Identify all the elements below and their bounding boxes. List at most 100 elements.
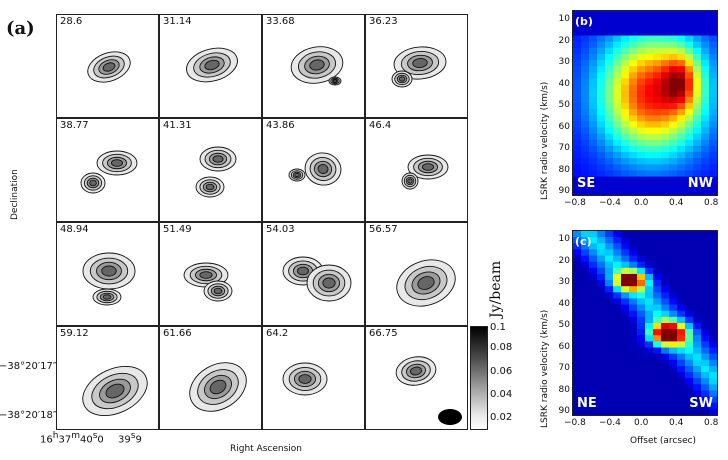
contour [213,287,223,295]
channel-map-grid: 28.6 31.14 33.68 36.23 38.77 41.31 43.86 46.4 48… [56,14,468,430]
contour-map [395,356,462,425]
beam-ellipse [438,409,462,425]
tick-label: 70 [558,143,570,153]
colorbar-tick: 0.06 [490,366,513,377]
tick-label: 90 [558,406,570,416]
contour-map [183,262,233,302]
contour-map [391,46,447,88]
tick-label: 30 [558,277,570,287]
tick-label: 10 [558,14,570,24]
contour [102,62,116,72]
contour [332,79,338,83]
contour [102,294,112,300]
panel-label-a: (a) [6,18,35,39]
contour [105,383,125,399]
panel-label-c: (c) [575,235,592,248]
tick-label: 60 [558,121,570,132]
contour [298,374,312,384]
contour-map [401,154,449,190]
tick-label: −0.4 [599,418,621,428]
colorbar-tick: 0.08 [490,342,513,353]
tick-label: −0.4 [599,198,621,208]
pv-c-right-label: SW [689,396,713,411]
tick-label: 20 [558,35,570,46]
contour [417,276,435,290]
contour [205,183,215,191]
velocity-label: 36.23 [369,16,398,27]
channel-map-cell: 43.86 [262,118,365,222]
velocity-label: 66.75 [369,328,398,339]
pv-c-image [573,231,717,415]
channel-map-cell: 28.6 [56,14,159,118]
tick-label: −0.8 [564,198,586,208]
channel-map-cell: 61.66 [159,326,262,430]
channel-map-cell: 38.77 [56,118,159,222]
channel-map-cell: 31.14 [159,14,262,118]
velocity-label: 54.03 [266,224,295,235]
channel-map-cell: 41.31 [159,118,262,222]
contour-map [288,152,342,186]
tick-label: 0.0 [634,418,649,428]
contour [309,59,325,71]
contour [398,76,406,82]
velocity-label: 33.68 [266,16,295,27]
colorbar-tick: 0.02 [490,412,513,423]
contour [322,277,336,289]
channel-map-cell: 59.12 [56,326,159,430]
tick-label: 60 [558,341,570,352]
tick-label: 10 [558,234,570,244]
pv-b-image [573,11,717,195]
pv-b-right-label: NW [687,176,713,191]
velocity-label: 64.2 [266,328,289,339]
velocity-label: 41.31 [163,120,192,131]
tick-label: 50 [558,100,570,110]
channel-map-cell: 54.03 [262,222,365,326]
colorbar-title: Jy/beam [488,260,504,318]
velocity-label: 28.6 [60,16,83,27]
colorbar-tick: 0.04 [490,389,513,400]
tick-label: 30 [558,57,570,67]
contour-map [189,362,247,412]
pv-diagram-c: (c) NE SW [572,230,718,416]
contour [110,159,124,167]
velocity-label: 48.94 [60,224,89,235]
channel-map-cell: 66.75 [365,326,468,430]
channel-map-cell: 33.68 [262,14,365,118]
pv-panel-c: LSRK radio velocity (km/s) 10 20 30 40 50 60 7… [534,228,728,460]
tick-label: 0.8 [704,418,719,428]
pv-b-ylabel: LSRK radio velocity (km/s) [540,81,550,200]
tick-label: 0.4 [669,418,684,428]
contour [199,271,213,279]
pv-b-left-label: SE [577,176,596,191]
pv-diagram-b: (b) SE NW [572,10,718,196]
contour [412,58,428,68]
channel-map-cell: 64.2 [262,326,365,430]
contour-map [186,47,238,83]
contour [209,379,227,395]
contour [296,266,310,276]
declination-axis-title: Declination [10,169,20,220]
colorbar [470,326,488,430]
contour-map [290,46,344,86]
ra-tick-2: 39s9 [118,431,142,446]
contour [409,366,423,376]
velocity-label: 51.49 [163,224,192,235]
tick-label: 80 [558,164,570,175]
contour [294,172,300,178]
contour-map [87,51,131,83]
contour [407,178,413,184]
tick-label: 50 [558,320,570,330]
contour-map [282,256,352,302]
ra-axis-title: Right Ascension [230,444,302,454]
contour-map [282,362,328,396]
contour-map [82,365,148,417]
pv-panel-b: LSRK radio velocity (km/s) 10 20 30 40 50 60 7… [534,0,728,230]
colorbar-ticks: 0.1 0.08 0.06 0.04 0.02 [490,322,520,432]
tick-label: 40 [558,78,570,89]
tick-label: 80 [558,384,570,395]
ra-tick-1: 16h37m40s0 [40,431,104,446]
colorbar-tick: 0.1 [490,322,506,333]
pv-c-ylabel: LSRK radio velocity (km/s) [540,309,550,428]
channel-map-cell: 46.4 [365,118,468,222]
velocity-label: 31.14 [163,16,192,27]
